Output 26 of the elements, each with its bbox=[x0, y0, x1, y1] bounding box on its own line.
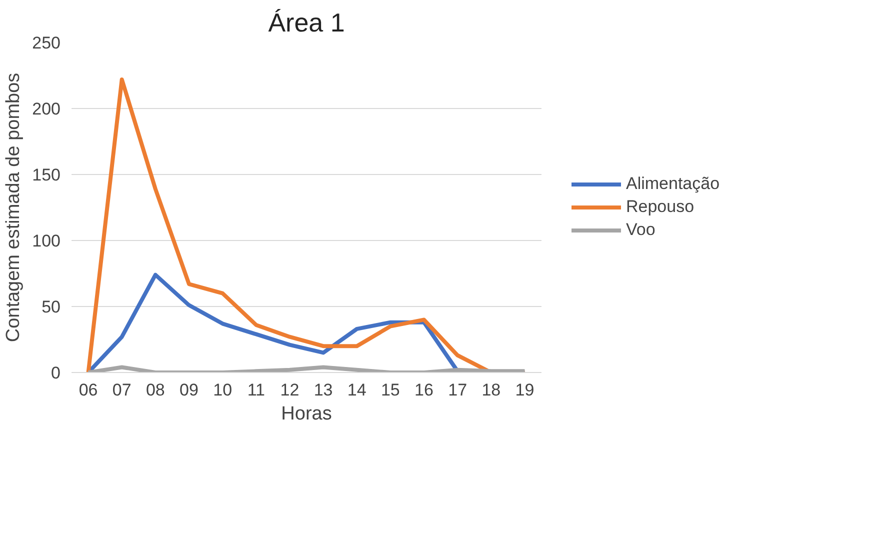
y-tick-label: 200 bbox=[32, 100, 61, 118]
y-tick-label: 0 bbox=[51, 364, 61, 382]
x-tick-label: 12 bbox=[280, 380, 300, 400]
x-tick-label: 19 bbox=[515, 380, 534, 400]
x-tick-label: 17 bbox=[448, 380, 468, 400]
y-tick-label: 100 bbox=[32, 232, 61, 250]
y-tick-label: 50 bbox=[42, 298, 61, 316]
x-tick-label: 15 bbox=[380, 380, 400, 400]
x-tick-label: 06 bbox=[78, 380, 98, 400]
x-tick-label: 10 bbox=[213, 380, 232, 400]
legend-label: Alimentação bbox=[626, 174, 720, 194]
x-axis-title: Horas bbox=[281, 404, 332, 424]
x-tick-label: 11 bbox=[247, 380, 265, 400]
y-axis-title: Contagem estimada de pombos bbox=[3, 72, 24, 342]
legend-label: Voo bbox=[626, 220, 656, 240]
x-tick-label: 09 bbox=[180, 380, 198, 400]
x-tick-label: 08 bbox=[146, 380, 165, 400]
x-tick-label: 18 bbox=[482, 380, 501, 400]
x-tick-label: 07 bbox=[112, 380, 132, 400]
x-tick-label: 14 bbox=[347, 380, 366, 400]
chart-title: Área 1 bbox=[268, 8, 345, 38]
legend-label: Repouso bbox=[626, 197, 694, 217]
y-tick-label: 150 bbox=[32, 166, 61, 184]
y-tick-label: 250 bbox=[32, 34, 61, 52]
x-tick-label: 13 bbox=[314, 380, 333, 400]
x-tick-label: 16 bbox=[414, 380, 434, 400]
